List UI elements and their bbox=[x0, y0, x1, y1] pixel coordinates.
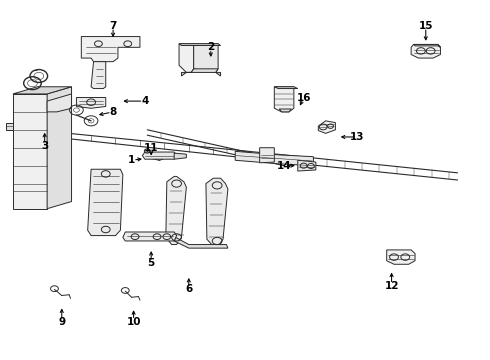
Text: 11: 11 bbox=[144, 143, 158, 153]
Polygon shape bbox=[279, 109, 292, 112]
Polygon shape bbox=[194, 44, 218, 72]
Polygon shape bbox=[298, 160, 316, 171]
Polygon shape bbox=[411, 44, 441, 58]
Text: 14: 14 bbox=[277, 161, 292, 171]
Polygon shape bbox=[81, 37, 140, 62]
Polygon shape bbox=[13, 87, 72, 94]
Polygon shape bbox=[387, 250, 415, 264]
Polygon shape bbox=[91, 62, 106, 89]
Polygon shape bbox=[260, 148, 274, 163]
Text: 2: 2 bbox=[207, 42, 215, 52]
Polygon shape bbox=[179, 44, 220, 45]
Polygon shape bbox=[76, 98, 106, 108]
Text: 15: 15 bbox=[418, 21, 433, 31]
Polygon shape bbox=[179, 44, 194, 72]
Polygon shape bbox=[5, 123, 13, 130]
Text: 4: 4 bbox=[141, 96, 148, 106]
Text: 5: 5 bbox=[147, 258, 155, 268]
Polygon shape bbox=[274, 87, 298, 89]
Polygon shape bbox=[318, 121, 335, 134]
Polygon shape bbox=[216, 72, 220, 76]
Polygon shape bbox=[174, 237, 228, 248]
Text: 7: 7 bbox=[109, 21, 117, 31]
Polygon shape bbox=[88, 169, 123, 235]
Polygon shape bbox=[47, 94, 72, 112]
Polygon shape bbox=[13, 94, 47, 209]
Text: 12: 12 bbox=[384, 281, 399, 291]
Polygon shape bbox=[47, 87, 72, 209]
Text: 10: 10 bbox=[126, 317, 141, 327]
Polygon shape bbox=[414, 44, 441, 47]
Text: 9: 9 bbox=[58, 317, 65, 327]
Polygon shape bbox=[186, 69, 218, 72]
Text: 1: 1 bbox=[128, 155, 135, 165]
Text: 13: 13 bbox=[350, 132, 365, 142]
Polygon shape bbox=[166, 176, 186, 244]
Text: 3: 3 bbox=[41, 141, 49, 151]
Polygon shape bbox=[235, 151, 314, 166]
Polygon shape bbox=[181, 72, 186, 76]
Text: 6: 6 bbox=[185, 284, 193, 294]
Text: 8: 8 bbox=[109, 107, 117, 117]
Polygon shape bbox=[174, 153, 186, 159]
Polygon shape bbox=[123, 232, 176, 241]
Polygon shape bbox=[143, 152, 176, 159]
Polygon shape bbox=[206, 178, 228, 246]
Text: 16: 16 bbox=[296, 93, 311, 103]
Polygon shape bbox=[274, 87, 294, 112]
